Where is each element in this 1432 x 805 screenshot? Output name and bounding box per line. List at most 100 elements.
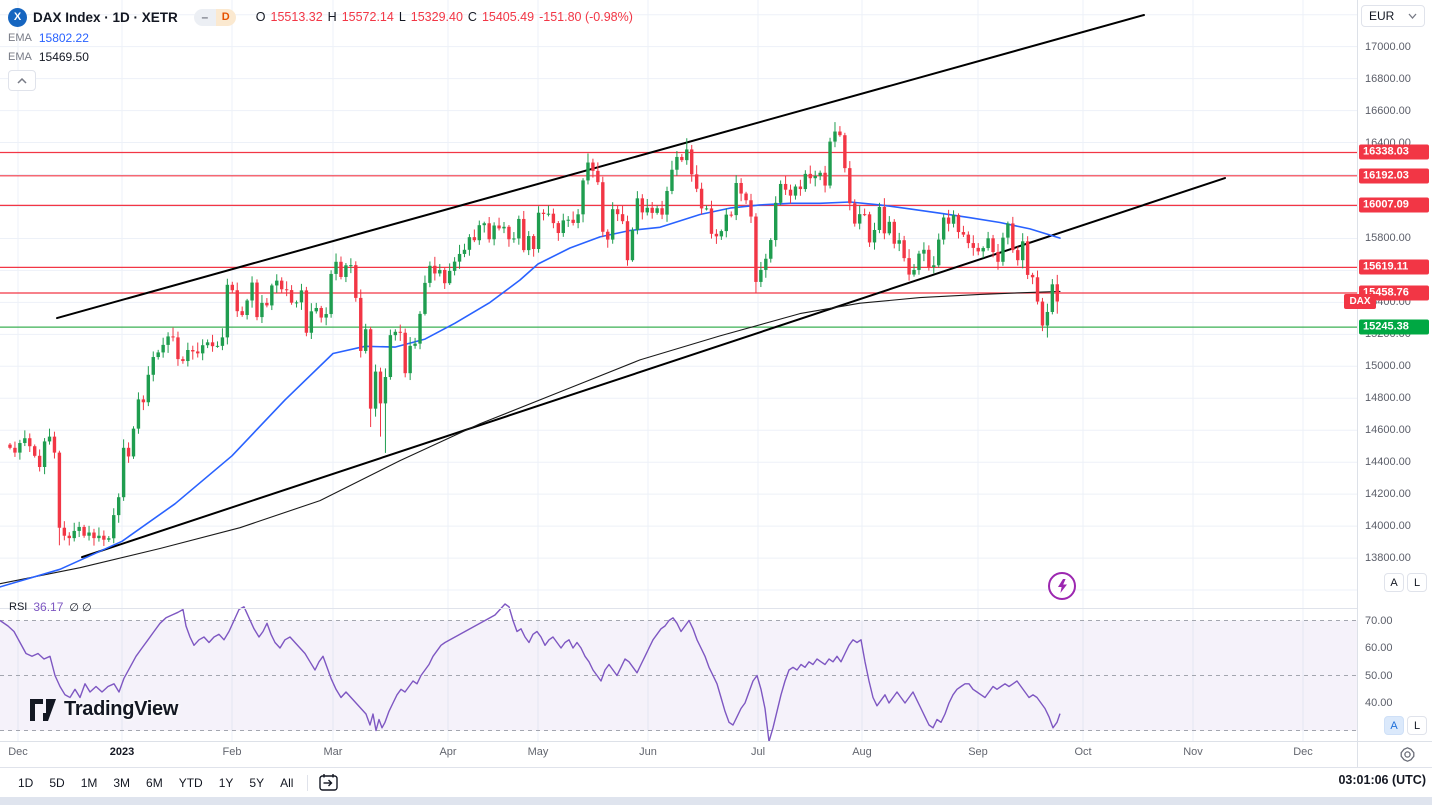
rsi-tick-label: 70.00 (1365, 614, 1393, 627)
time-axis-label[interactable]: Jul (750, 746, 766, 758)
gear-icon[interactable] (1400, 747, 1415, 762)
price-scale-mode-buttons: A L (1384, 573, 1427, 592)
currency-label: EUR (1369, 9, 1395, 23)
symbol-price-badge[interactable]: DAX (1344, 294, 1376, 309)
candlestick-chart[interactable] (0, 0, 1357, 741)
currency-selector[interactable]: EUR (1361, 5, 1425, 27)
price-tick-label: 15800.00 (1365, 232, 1411, 245)
chevron-up-icon (17, 77, 27, 84)
ohlc-readout: O 15513.32 H 15572.14 L 15329.40 C 15405.49 … (256, 10, 633, 24)
go-to-date-button[interactable] (318, 773, 339, 792)
time-axis-label[interactable]: Nov (1183, 746, 1203, 758)
price-tick-label: 16800.00 (1365, 72, 1411, 85)
auto-scale-button[interactable]: A (1384, 573, 1404, 592)
rsi-hidden-values: ∅ ∅ (69, 601, 92, 614)
time-axis-label[interactable]: May (527, 746, 549, 758)
time-axis-label[interactable]: Feb (222, 746, 242, 758)
price-level-label[interactable]: 16007.09 (1359, 197, 1429, 213)
price-level-label[interactable]: 15619.11 (1359, 259, 1429, 275)
time-axis-label[interactable]: 2023 (109, 746, 135, 758)
price-level-label[interactable]: 15245.38 (1359, 319, 1429, 335)
time-axis-label[interactable]: Mar (323, 746, 343, 758)
change-value: -151.80 (-0.98%) (539, 10, 633, 24)
ema-fast-row[interactable]: EMA 15802.22 (8, 29, 633, 47)
ema-slow-row[interactable]: EMA 15469.50 (8, 48, 633, 66)
range-button-all[interactable]: All (280, 775, 294, 790)
price-tick-label: 14800.00 (1365, 392, 1411, 405)
toolbar-separator (307, 774, 309, 791)
open-value: 15513.32 (270, 10, 323, 24)
symbol-logo-icon: X (8, 7, 27, 27)
range-button-3m[interactable]: 3M (113, 775, 131, 790)
ema-fast-label: EMA (8, 32, 32, 44)
lightning-bolt-icon (1057, 579, 1067, 593)
time-axis[interactable]: Dec 2023 Feb Mar Apr May Jun Jul Aug Sep Oct Nov Dec (0, 742, 1357, 767)
low-value: 15329.40 (410, 10, 463, 24)
open-label: O (255, 10, 266, 24)
close-label: C (467, 10, 477, 24)
close-value: 15405.49 (481, 10, 535, 24)
high-value: 15572.14 (341, 10, 394, 24)
tradingview-logo-icon (30, 698, 56, 721)
chevron-down-icon (1408, 13, 1417, 19)
tradingview-watermark[interactable]: TradingView (30, 698, 178, 721)
minus-icon[interactable]: – (193, 8, 216, 26)
price-tick-label: 16600.00 (1365, 104, 1411, 117)
range-button-5y[interactable]: 5Y (249, 775, 265, 790)
bottom-strip (0, 797, 1432, 805)
time-axis-settings (1382, 742, 1432, 767)
price-tick-label: 15000.00 (1365, 360, 1411, 373)
time-axis-label[interactable]: Oct (1074, 746, 1092, 758)
price-tick-label: 14400.00 (1365, 456, 1411, 469)
utc-clock[interactable]: 03:01:06 (UTC) (1338, 773, 1426, 787)
price-tick-label: 13800.00 (1365, 552, 1411, 565)
price-tick-label: 14000.00 (1365, 520, 1411, 533)
timeframe-badge[interactable]: D (215, 8, 236, 26)
bottom-toolbar: 1D 5D 1M 3M 6M YTD 1Y 5Y All (0, 768, 1432, 797)
ema-fast-value: 15802.22 (38, 31, 89, 45)
price-tick-label: 14200.00 (1365, 488, 1411, 501)
collapse-legend-button[interactable] (8, 70, 36, 91)
price-level-label[interactable]: 16192.03 (1359, 168, 1429, 184)
range-button-1d[interactable]: 1D (18, 775, 34, 790)
rsi-tick-label: 50.00 (1365, 669, 1393, 682)
price-tick-label: 14600.00 (1365, 424, 1411, 437)
price-axis-divider (1357, 0, 1358, 767)
time-axis-label[interactable]: Apr (439, 746, 457, 758)
instant-trading-button[interactable] (1048, 572, 1076, 600)
tradingview-watermark-text: TradingView (64, 698, 179, 720)
range-button-ytd[interactable]: YTD (178, 775, 203, 790)
rsi-auto-scale-button[interactable]: A (1384, 716, 1404, 735)
time-axis-label[interactable]: Dec (8, 746, 28, 758)
rsi-scale-mode-buttons: A L (1384, 716, 1427, 735)
time-axis-label[interactable]: Aug (852, 746, 872, 758)
price-tick-label: 17000.00 (1365, 40, 1411, 53)
time-axis-divider (0, 741, 1432, 742)
time-axis-label[interactable]: Sep (968, 746, 988, 758)
legend-pill-group[interactable]: – D (193, 8, 236, 26)
rsi-log-scale-button[interactable]: L (1407, 716, 1427, 735)
range-button-5d[interactable]: 5D (49, 775, 65, 790)
log-scale-button[interactable]: L (1407, 573, 1427, 592)
rsi-tick-label: 40.00 (1365, 697, 1393, 710)
rsi-legend[interactable]: RSI 36.17 ∅ ∅ (9, 600, 92, 614)
time-axis-label[interactable]: Dec (1293, 746, 1313, 758)
range-button-1m[interactable]: 1M (80, 775, 98, 790)
symbol-title[interactable]: DAX Index · 1D · XETR (33, 9, 178, 25)
rsi-label: RSI (9, 601, 28, 613)
price-level-label[interactable]: 16338.03 (1359, 144, 1429, 160)
pane-divider[interactable] (0, 608, 1432, 609)
calendar-arrow-icon (319, 774, 339, 791)
low-label: L (398, 10, 406, 24)
range-button-6m[interactable]: 6M (146, 775, 163, 790)
rsi-tick-label: 60.00 (1365, 642, 1393, 655)
high-label: H (327, 10, 337, 24)
ema-slow-value: 15469.50 (38, 50, 89, 64)
time-axis-label[interactable]: Jun (639, 746, 657, 758)
price-axis[interactable]: 17000.00 16800.00 16600.00 16400.00 15800.00… (1358, 0, 1432, 741)
ema-slow-label: EMA (8, 51, 32, 63)
range-button-1y[interactable]: 1Y (218, 775, 234, 790)
date-range-switcher: 1D 5D 1M 3M 6M YTD 1Y 5Y All (10, 773, 301, 793)
